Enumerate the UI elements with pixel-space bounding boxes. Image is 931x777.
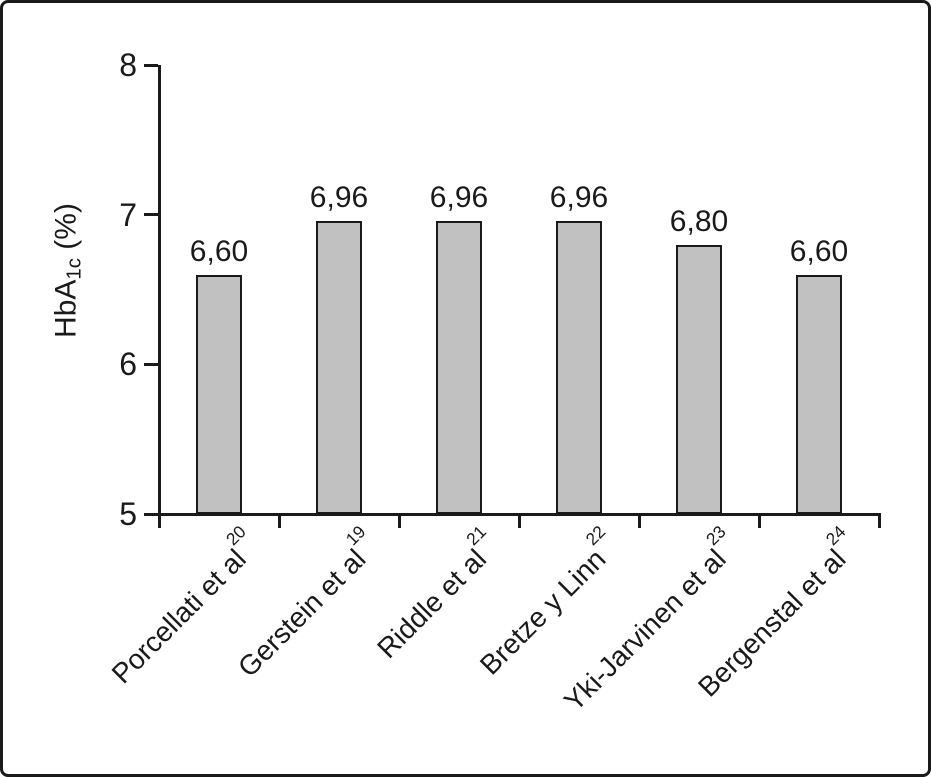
- x-category-label-text: Gerstein et al: [232, 543, 372, 683]
- bar-value-label: 6,80: [669, 204, 729, 238]
- bar-value-label: 6,96: [549, 180, 609, 214]
- x-tick: [637, 514, 641, 528]
- x-category-label-text: Riddle et al: [370, 543, 492, 665]
- y-tick-label: 6: [119, 346, 137, 383]
- x-tick: [877, 514, 881, 528]
- bar: [196, 274, 242, 514]
- y-axis-line: [157, 65, 161, 514]
- bar-value-label: 6,96: [429, 180, 489, 214]
- x-tick: [157, 514, 161, 528]
- y-tick-label: 8: [119, 47, 137, 83]
- bar: [676, 244, 722, 514]
- x-tick: [757, 514, 761, 528]
- bar: [796, 274, 842, 514]
- x-category-label-text: Porcellati et al: [105, 543, 252, 690]
- bar-value-label: 6,96: [309, 180, 369, 214]
- y-axis-title-subscript: 1c: [63, 258, 86, 280]
- x-tick: [397, 514, 401, 528]
- bar: [316, 220, 362, 514]
- bar: [436, 220, 482, 514]
- x-tick: [517, 514, 521, 528]
- y-tick: [143, 362, 158, 366]
- x-tick: [277, 514, 281, 528]
- y-axis-title-main: HbA: [49, 279, 83, 338]
- y-tick: [143, 512, 158, 516]
- bar: [556, 220, 602, 514]
- y-tick-label: 7: [119, 196, 137, 233]
- bar-value-label: 6,60: [789, 234, 849, 268]
- y-tick: [143, 213, 158, 217]
- bar-chart: HbA1c (%) 5 6 7 8 6,60 Porcellati et al20 6,96…: [3, 3, 928, 774]
- y-tick-label: 5: [119, 496, 137, 532]
- y-tick: [143, 63, 158, 67]
- bar-value-label: 6,60: [189, 234, 249, 268]
